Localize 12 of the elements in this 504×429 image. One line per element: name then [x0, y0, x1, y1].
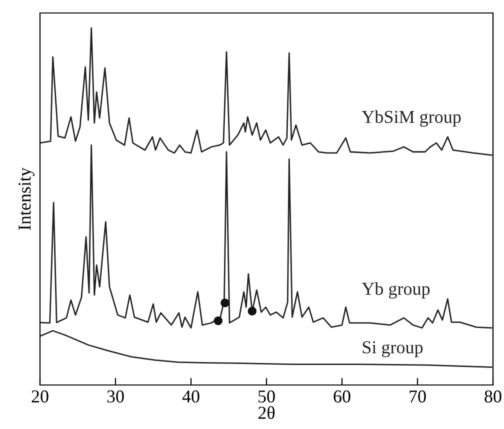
x-tick-label: 30 [107, 390, 124, 403]
series-label: Yb group [362, 282, 430, 299]
x-tick-label: 70 [410, 390, 426, 403]
x-tick-label: 50 [258, 390, 275, 403]
series-label: YbSiM group [362, 110, 461, 127]
x-tick-label: 20 [32, 390, 48, 403]
x-tick-label: 60 [334, 390, 350, 403]
series-label: Si group [362, 341, 423, 358]
x-tick-label: 40 [182, 390, 200, 403]
x-axis-title: 2θ [258, 406, 275, 419]
x-tick-label: 80 [484, 390, 502, 403]
y-axis-title: Intensity [18, 167, 34, 230]
